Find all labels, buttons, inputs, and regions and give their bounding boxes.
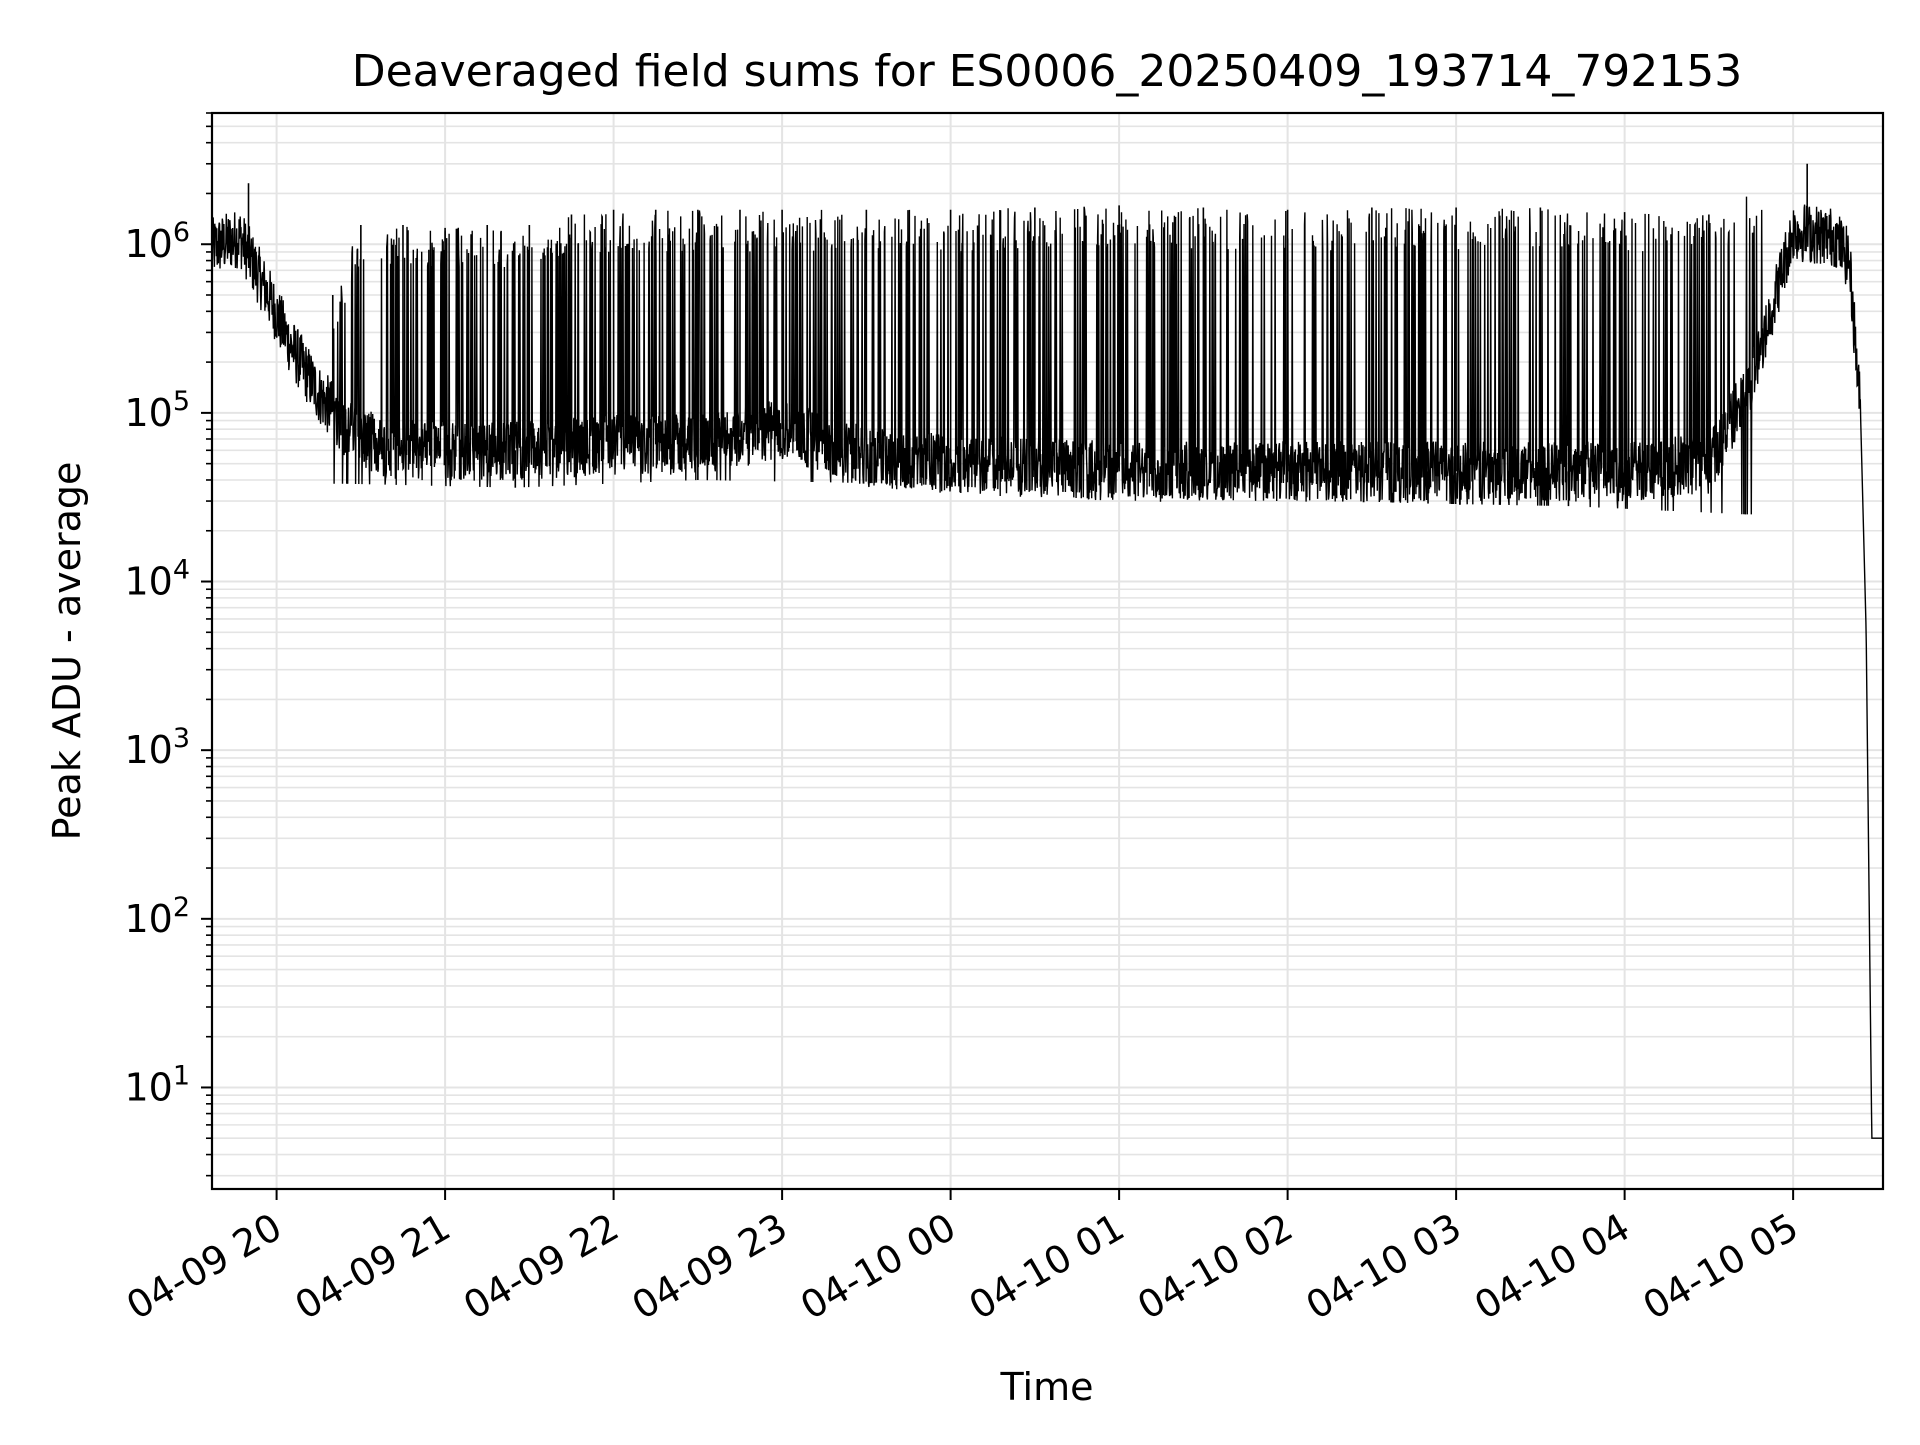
y-tick-label: 103 (124, 723, 190, 772)
data-layer (211, 163, 1883, 1139)
y-tick-label: 106 (124, 217, 190, 266)
x-axis-label: Time (1000, 1365, 1094, 1409)
chart-title: Deaveraged field sums for ES0006_2025040… (352, 46, 1743, 97)
y-tick-label: 101 (124, 1060, 190, 1109)
data-series-line (211, 196, 1883, 1139)
plot-frame (210, 111, 1885, 1191)
y-tick-label: 104 (124, 555, 190, 604)
y-axis-label: Peak ADU - average (45, 462, 89, 841)
y-tick-label: 102 (124, 892, 190, 941)
y-tick-label: 105 (124, 386, 190, 435)
